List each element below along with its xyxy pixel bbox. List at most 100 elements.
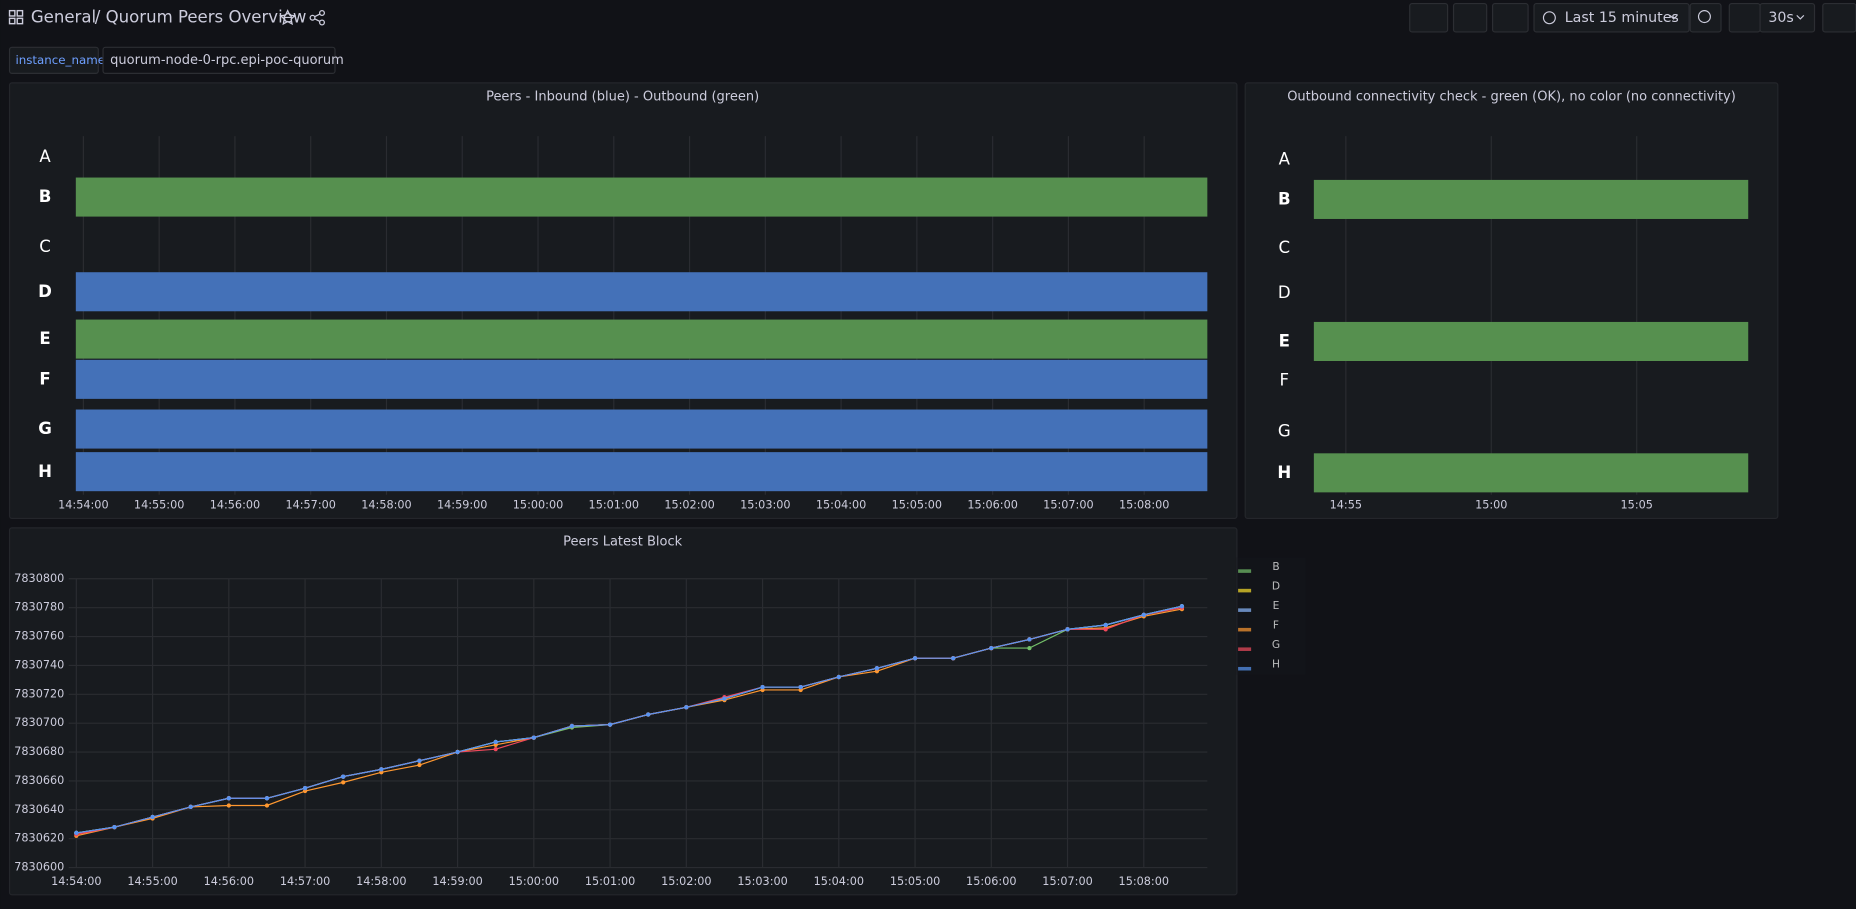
- data-point: [760, 684, 765, 690]
- row-label: F: [1279, 371, 1289, 390]
- x-tick-label: 15:06:00: [967, 498, 1017, 511]
- x-tick-label: 14:59:00: [432, 875, 482, 888]
- star-button[interactable]: [279, 9, 297, 26]
- panel-title: Peers - Inbound (blue) - Outbound (green…: [486, 90, 759, 105]
- y-tick-label: 7830740: [14, 658, 64, 671]
- time-range[interactable]: Last 15 minutes: [1565, 10, 1679, 26]
- y-tick-label: 7830800: [14, 572, 64, 585]
- y-tick-label: 7830700: [14, 716, 64, 729]
- x-tick-label: 15:08:00: [1119, 875, 1169, 888]
- time-picker[interactable]: [1533, 2, 1690, 33]
- y-tick-label: 7830600: [14, 861, 64, 874]
- tv-mode-button[interactable]: [1822, 2, 1856, 33]
- dashboards-icon[interactable]: [8, 9, 24, 25]
- data-point: [1103, 622, 1108, 628]
- data-point: [226, 803, 231, 808]
- panel-title: Outbound connectivity check - green (OK)…: [1287, 90, 1736, 105]
- data-point: [607, 722, 613, 727]
- breadcrumb-root[interactable]: General: [31, 7, 96, 26]
- x-tick-label: 15:02:00: [661, 875, 711, 888]
- x-tick-label: 15:07:00: [1043, 498, 1093, 511]
- data-point: [531, 735, 536, 740]
- x-tick-label: 15:00:00: [513, 498, 563, 511]
- variable-value[interactable]: quorum-node-0-rpc.epi-poc-quorum: [110, 53, 344, 68]
- legend-label: B: [1272, 560, 1279, 573]
- x-tick-label: 14:54:00: [51, 875, 101, 888]
- row-label: H: [38, 462, 52, 481]
- row-label: G: [1278, 422, 1291, 441]
- state-bar: [1313, 321, 1749, 361]
- data-point: [264, 803, 270, 808]
- refresh-button[interactable]: [1728, 2, 1761, 33]
- save-button[interactable]: [1452, 2, 1488, 33]
- x-tick-label: 15:05: [1621, 498, 1653, 511]
- x-tick-label: 15:00:00: [509, 875, 559, 888]
- state-bar: [1313, 179, 1749, 219]
- y-tick-label: 7830660: [14, 774, 64, 787]
- x-tick-label: 15:06:00: [966, 875, 1016, 888]
- toolbar: Last 15 minutes 30s: [1409, 2, 1856, 33]
- y-tick-label: 7830780: [14, 601, 64, 614]
- panel: [8, 527, 1238, 896]
- data-point: [112, 825, 117, 830]
- data-point: [493, 739, 498, 745]
- data-point: [1065, 627, 1070, 632]
- x-tick-label: 14:58:00: [361, 498, 411, 511]
- data-point: [417, 758, 422, 763]
- x-tick-label: 15:01:00: [585, 875, 635, 888]
- data-point: [1141, 612, 1146, 618]
- data-point: [1103, 627, 1108, 632]
- x-tick-label: 14:55:00: [127, 875, 177, 888]
- row-label: A: [39, 147, 51, 166]
- panel-title: Peers Latest Block: [563, 535, 683, 550]
- legend-label: D: [1272, 579, 1280, 592]
- legend-label: H: [1272, 658, 1280, 671]
- x-tick-label: 14:54:00: [58, 498, 108, 511]
- legend-swatch: [1238, 627, 1252, 632]
- legend-label: F: [1273, 619, 1279, 632]
- data-point: [951, 656, 956, 661]
- data-point: [989, 645, 994, 651]
- share-button[interactable]: [309, 10, 326, 26]
- y-tick-label: 7830760: [14, 630, 64, 643]
- state-bar: [75, 177, 1208, 217]
- x-tick-label: 15:04:00: [816, 498, 866, 511]
- caret: [1796, 14, 1805, 20]
- x-tick-label: 14:55: [1330, 498, 1362, 511]
- data-point: [264, 796, 270, 801]
- data-point: [798, 684, 803, 690]
- row-label: B: [1278, 190, 1291, 209]
- data-point: [379, 767, 384, 772]
- x-tick-label: 14:55:00: [134, 498, 184, 511]
- data-point: [1027, 645, 1032, 651]
- dashboard-title: / Quorum Peers Overview: [95, 7, 307, 26]
- y-tick-label: 7830680: [14, 745, 64, 758]
- data-point: [417, 762, 422, 768]
- data-point: [302, 786, 308, 791]
- data-point: [74, 830, 79, 836]
- row-label: H: [1277, 463, 1291, 482]
- x-tick-label: 15:00: [1475, 498, 1507, 511]
- refresh-interval[interactable]: [1759, 2, 1816, 33]
- data-point: [1027, 637, 1032, 642]
- data-point: [912, 656, 918, 661]
- caret: [1669, 14, 1678, 20]
- x-tick-label: 14:58:00: [356, 875, 406, 888]
- variable-label-box: [8, 46, 99, 74]
- add-panel-button[interactable]: [1409, 2, 1449, 33]
- y-tick-label: 7830720: [14, 687, 64, 700]
- settings-button[interactable]: [1491, 2, 1529, 33]
- row-label: B: [39, 187, 52, 206]
- zoom-out-button[interactable]: [1689, 2, 1722, 33]
- refresh-value[interactable]: 30s: [1768, 10, 1793, 26]
- row-label: E: [39, 329, 50, 348]
- variable-select[interactable]: [102, 46, 336, 74]
- x-tick-label: 15:04:00: [814, 875, 864, 888]
- x-tick-label: 15:02:00: [664, 498, 714, 511]
- x-tick-label: 15:05:00: [890, 875, 940, 888]
- row-label: C: [39, 237, 51, 256]
- legend-label: G: [1272, 638, 1280, 651]
- x-tick-label: 15:03:00: [737, 875, 787, 888]
